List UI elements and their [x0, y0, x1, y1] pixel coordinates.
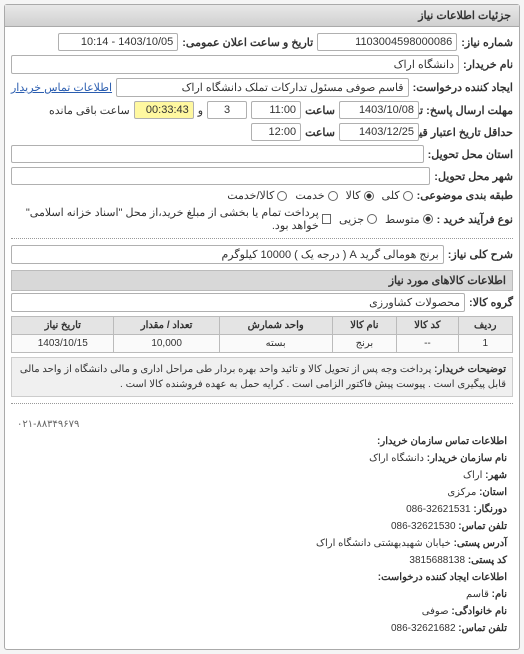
remain-time: 00:33:43	[134, 101, 194, 119]
remain-suffix: ساعت باقی مانده	[49, 104, 130, 117]
details-panel: جزئیات اطلاعات نیاز شماره نیاز: 11030045…	[4, 4, 520, 650]
buyer-label: نام خریدار:	[463, 58, 513, 71]
radio-all[interactable]	[403, 191, 413, 201]
goods-section-title: اطلاعات کالاهای مورد نیاز	[11, 270, 513, 291]
group-field: محصولات کشاورزی	[11, 293, 465, 312]
radio-goods-service[interactable]	[277, 191, 287, 201]
col-unit: واحد شمارش	[219, 317, 332, 335]
deadline-date: 1403/10/08	[339, 101, 419, 119]
contact-header: اطلاعات تماس سازمان خریدار:	[377, 436, 507, 447]
footer-phone: ۰۲۱-۸۸۳۴۹۶۷۹	[17, 416, 507, 433]
validity-label: حداقل تاریخ اعتبار قیمت: تا تاریخ:	[423, 126, 513, 139]
req-no-field: 1103004598000086	[317, 33, 457, 51]
radio-goods[interactable]	[364, 191, 374, 201]
desc-field: برنج هومالی گرید A ( درجه یک ) 10000 کیل…	[11, 245, 444, 264]
category-radios: کلی کالا خدمت کالا/خدمت	[227, 189, 412, 202]
remain-and: و	[198, 104, 203, 117]
purchase-type-label: نوع فرآیند خرید :	[437, 213, 513, 226]
pub-date-label: تاریخ و ساعت اعلان عمومی:	[182, 36, 313, 49]
radio-service[interactable]	[328, 191, 338, 201]
creator-field: قاسم صوفی مسئول تدارکات تملک دانشگاه ارا…	[116, 78, 409, 97]
col-row: ردیف	[458, 317, 512, 335]
creator-contact-header: اطلاعات ایجاد کننده درخواست:	[378, 572, 507, 583]
radio-medium[interactable]	[423, 214, 433, 224]
deadline-label: مهلت ارسال پاسخ: تا تاریخ:	[423, 104, 513, 117]
panel-title: جزئیات اطلاعات نیاز	[5, 5, 519, 27]
col-date: تاریخ نیاز	[12, 317, 114, 335]
contact-section: ۰۲۱-۸۸۳۴۹۶۷۹ اطلاعات تماس سازمان خریدار:…	[11, 410, 513, 643]
category-label: طبقه بندی موضوعی:	[417, 189, 513, 202]
col-name: نام کالا	[332, 317, 397, 335]
time-label-2: ساعت	[305, 126, 335, 139]
check-treasury[interactable]	[322, 214, 331, 224]
province-field	[11, 145, 424, 163]
group-label: گروه کالا:	[469, 296, 513, 309]
col-code: کد کالا	[397, 317, 458, 335]
city-field	[11, 167, 430, 185]
desc-label: شرح کلی نیاز:	[448, 248, 513, 261]
creator-label: ایجاد کننده درخواست:	[413, 81, 513, 94]
time-label-1: ساعت	[305, 104, 335, 117]
panel-body: شماره نیاز: 1103004598000086 تاریخ و ساع…	[5, 27, 519, 649]
goods-table: ردیف کد کالا نام کالا واحد شمارش تعداد /…	[11, 316, 513, 353]
days-count: 3	[207, 101, 247, 119]
validity-time: 12:00	[251, 123, 301, 141]
validity-date: 1403/12/25	[339, 123, 419, 141]
radio-minor[interactable]	[367, 214, 377, 224]
pub-date-field: 1403/10/05 - 10:14	[58, 33, 178, 51]
province-label: استان محل تحویل:	[428, 148, 513, 161]
buyer-note: توضیحات خریدار: پرداخت وجه پس از تحویل ک…	[11, 357, 513, 397]
buyer-contact-link[interactable]: اطلاعات تماس خریدار	[11, 81, 112, 94]
deadline-time: 11:00	[251, 101, 301, 119]
city-label: شهر محل تحویل:	[434, 170, 513, 183]
col-qty: تعداد / مقدار	[114, 317, 219, 335]
buyer-field: دانشگاه اراک	[11, 55, 459, 74]
purchase-type-radios: متوسط جزیی پرداخت تمام یا بخشی از مبلغ خ…	[11, 206, 433, 232]
req-no-label: شماره نیاز:	[461, 36, 513, 49]
note-label: توضیحات خریدار:	[434, 364, 506, 375]
table-row[interactable]: 1 -- برنج بسته 10,000 1403/10/15	[12, 335, 513, 353]
